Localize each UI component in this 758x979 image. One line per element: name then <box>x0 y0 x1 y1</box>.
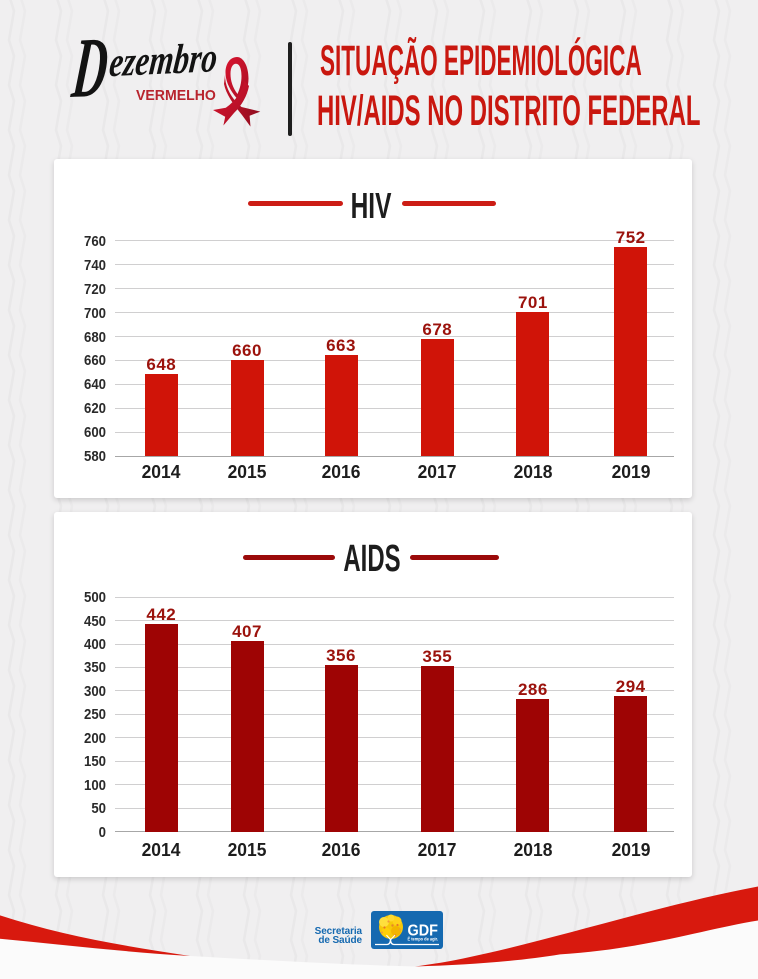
svg-text:É tempo de agir.: É tempo de agir. <box>408 937 439 942</box>
svg-text:GDF: GDF <box>408 923 439 940</box>
